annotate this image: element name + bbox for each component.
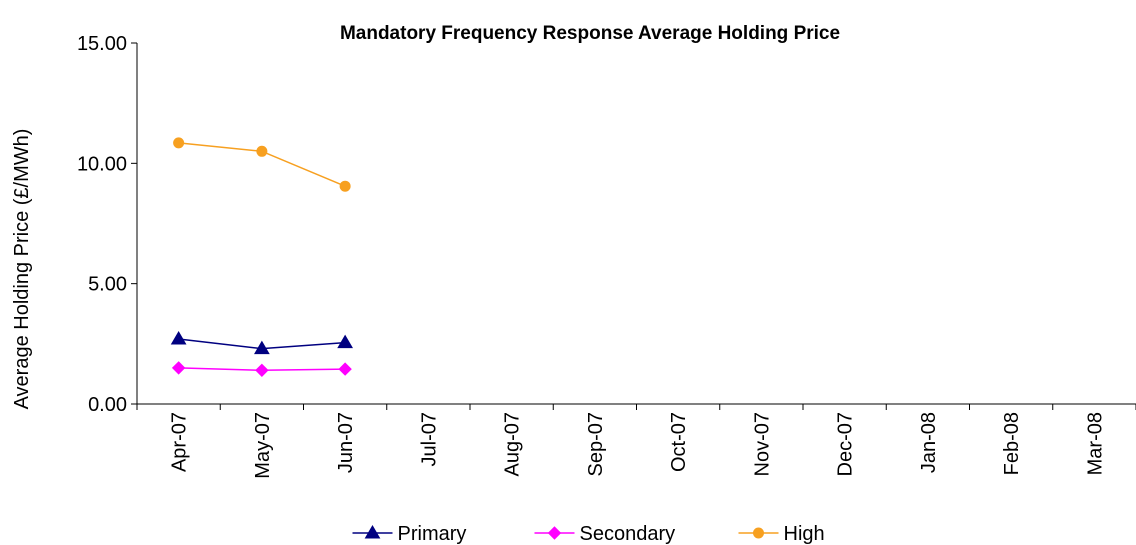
x-tick-label: Jun-07 bbox=[335, 412, 357, 473]
x-tick-label: Sep-07 bbox=[585, 412, 607, 477]
marker bbox=[339, 180, 351, 192]
x-tick-label: Oct-07 bbox=[668, 412, 690, 472]
marker bbox=[173, 137, 185, 149]
marker bbox=[338, 362, 352, 376]
legend-label: Primary bbox=[398, 523, 467, 545]
x-tick-label: Jan-08 bbox=[918, 412, 940, 473]
x-tick-label: Nov-07 bbox=[751, 412, 773, 476]
marker bbox=[364, 525, 381, 539]
x-tick-label: Apr-07 bbox=[169, 412, 191, 472]
y-tick-label: 5.00 bbox=[88, 274, 127, 296]
marker bbox=[337, 334, 353, 349]
x-tick-label: May-07 bbox=[252, 412, 274, 479]
marker bbox=[547, 526, 562, 540]
marker bbox=[255, 363, 269, 378]
legend: Primary Secondary High bbox=[352, 523, 825, 545]
marker bbox=[170, 331, 187, 345]
marker bbox=[256, 145, 268, 157]
x-tick-label: Feb-08 bbox=[1001, 412, 1023, 475]
x-tick-label: Aug-07 bbox=[502, 412, 524, 477]
x-tick-label: Dec-07 bbox=[835, 412, 857, 476]
marker bbox=[254, 340, 270, 355]
chart-title: Mandatory Frequency Response Average Hol… bbox=[340, 23, 840, 44]
y-axis-label: Average Holding Price (£/MWh) bbox=[11, 129, 33, 410]
legend-label: Secondary bbox=[580, 523, 676, 545]
legend-label: High bbox=[784, 523, 825, 545]
marker bbox=[753, 527, 764, 539]
marker bbox=[171, 361, 186, 375]
y-tick-label: 10.00 bbox=[77, 153, 127, 175]
y-tick-label: 15.00 bbox=[77, 33, 127, 55]
y-tick-label: 0.00 bbox=[88, 394, 127, 416]
x-tick-label: Mar-08 bbox=[1084, 412, 1106, 475]
x-tick-label: Jul-07 bbox=[418, 412, 440, 466]
